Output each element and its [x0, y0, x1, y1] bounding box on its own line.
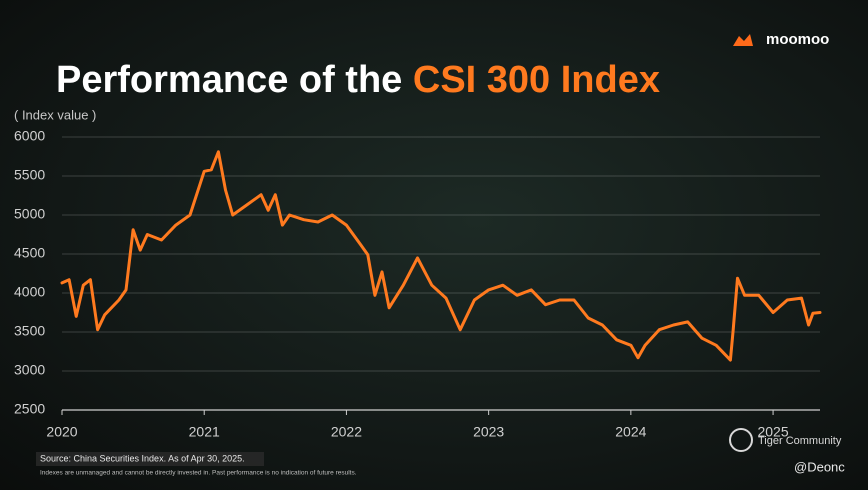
note: Indexes are unmanaged and cannot be dire… — [40, 470, 357, 477]
source: Source: China Securities Index. As of Ap… — [40, 453, 245, 463]
brand-logo: moomoo — [733, 31, 829, 48]
x-tick-label: 2021 — [189, 424, 220, 440]
x-tick-label: 2025 — [757, 424, 788, 440]
source-box — [36, 452, 264, 466]
watermark-icon — [729, 428, 753, 452]
y-axis-label: ( Index value ) — [14, 107, 96, 122]
y-tick-label: 3500 — [14, 323, 45, 339]
y-tick-label: 3000 — [14, 362, 45, 378]
brand-name: moomoo — [766, 31, 829, 48]
y-tick-label: 2500 — [14, 401, 45, 417]
title-accent: CSI 300 Index — [413, 59, 660, 101]
y-tick-label: 6000 — [14, 128, 45, 144]
x-tick-label: 2022 — [331, 424, 362, 440]
watermark: Tiger Community — [758, 435, 842, 447]
y-tick-label: 4000 — [14, 284, 45, 300]
plot: 2500 3000 3500 4000 4500 5000 5500 6000 2020 2021… — [14, 128, 822, 440]
x-tick-label: 2024 — [615, 424, 646, 440]
x-tick-label: 2020 — [46, 424, 77, 440]
title-text: Performance of the — [56, 59, 413, 101]
y-tick-label: 4500 — [14, 245, 45, 261]
chart-title: Performance of the CSI 300 Index — [56, 59, 660, 101]
handle: @Deonc — [794, 459, 845, 474]
x-tick-label: 2023 — [473, 424, 504, 440]
y-tick-label: 5000 — [14, 206, 45, 222]
brand-icon — [733, 34, 753, 46]
index-line — [60, 150, 822, 362]
y-tick-label: 5500 — [14, 167, 45, 183]
